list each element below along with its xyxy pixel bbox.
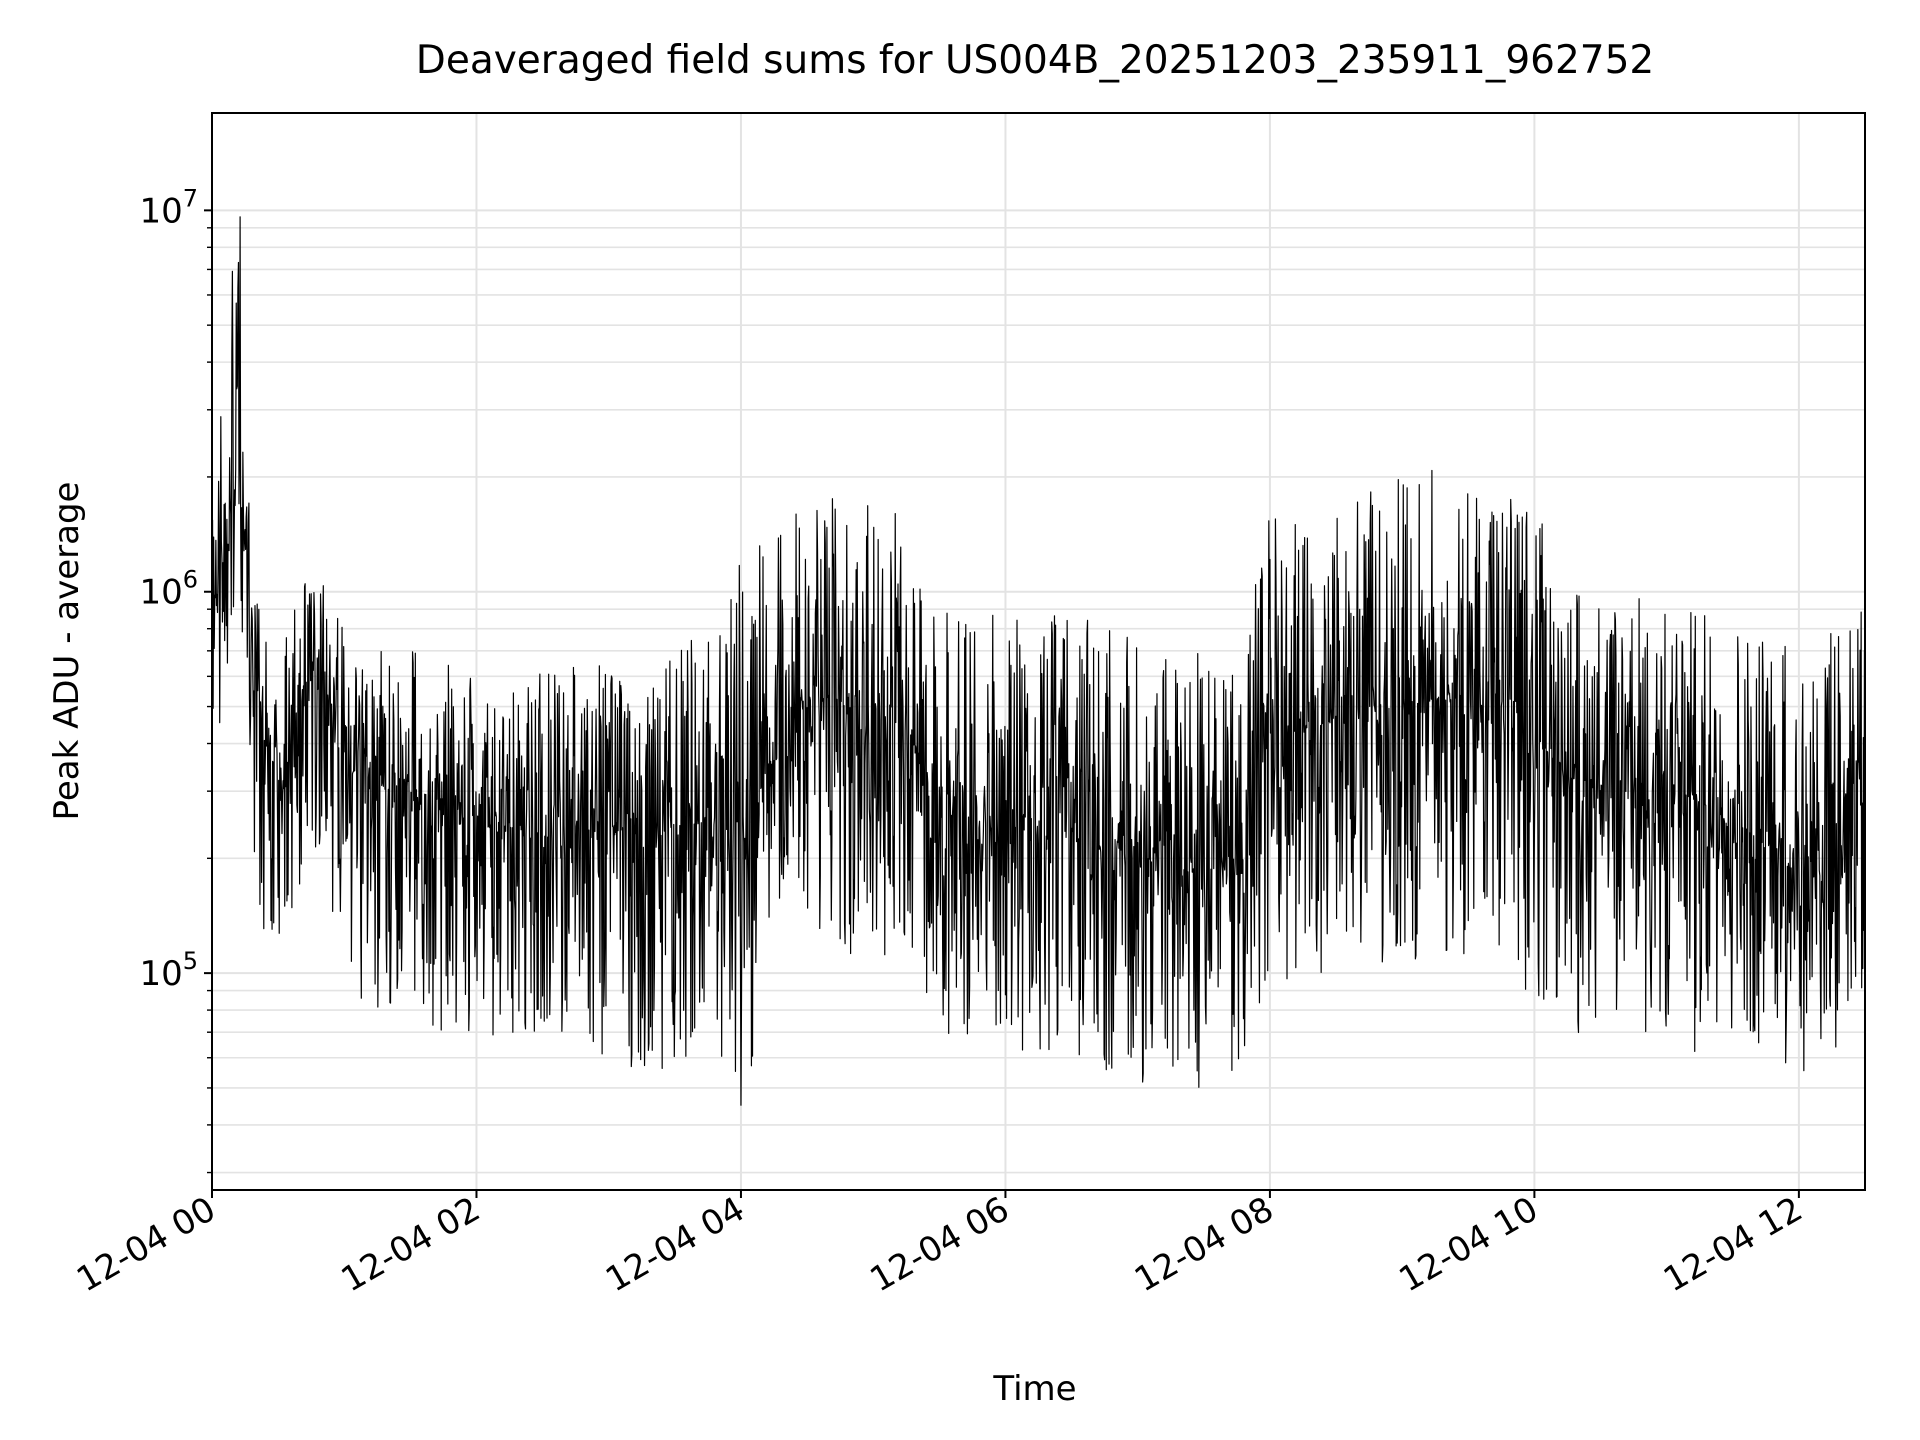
y-tick-label: 105	[139, 947, 198, 994]
series-line	[211, 216, 1866, 1106]
chart-title: Deaveraged field sums for US004B_2025120…	[416, 38, 1654, 83]
x-axis-label: Time	[992, 1369, 1076, 1409]
y-tick-exponent: 6	[183, 566, 198, 594]
y-tick-exponent: 7	[183, 184, 198, 212]
y-tick-label: 107	[139, 184, 198, 231]
y-tick-label: 106	[139, 566, 198, 613]
y-tick-base: 10	[139, 191, 182, 231]
y-tick-base: 10	[139, 954, 182, 994]
y-tick-exponent: 5	[183, 947, 198, 975]
series-layer	[211, 216, 1866, 1106]
y-axis-label: Peak ADU - average	[47, 482, 87, 821]
y-tick-base: 10	[139, 573, 182, 613]
